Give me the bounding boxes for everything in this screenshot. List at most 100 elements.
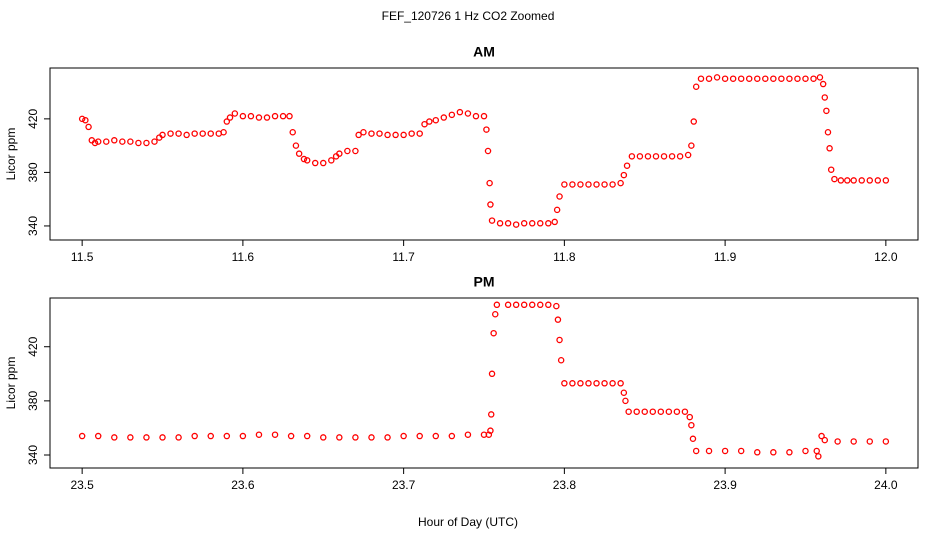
y-tick-label: 420	[26, 109, 40, 129]
data-point	[94, 432, 102, 440]
data-point	[368, 130, 375, 137]
data-point	[633, 408, 640, 415]
data-point	[569, 181, 576, 188]
data-point	[303, 432, 311, 440]
data-point	[311, 159, 319, 167]
data-point	[231, 110, 239, 117]
data-point	[688, 142, 695, 149]
data-point	[816, 74, 824, 81]
data-point	[135, 139, 142, 147]
data-point	[384, 131, 391, 139]
data-point	[818, 432, 825, 440]
data-point	[464, 110, 472, 117]
data-point	[561, 380, 568, 387]
data-point	[802, 447, 809, 455]
data-point	[279, 112, 287, 120]
data-point	[300, 155, 308, 163]
y-tick-label: 420	[26, 336, 40, 356]
data-point	[609, 380, 616, 387]
data-point	[628, 153, 636, 160]
x-tick-label: 11.8	[553, 250, 576, 264]
data-point	[729, 75, 737, 82]
data-point	[551, 218, 558, 226]
data-point	[528, 220, 536, 227]
data-point	[183, 131, 190, 139]
data-point	[143, 434, 150, 441]
data-point	[328, 157, 335, 164]
data-point	[686, 413, 693, 421]
data-point	[392, 131, 399, 139]
data-point	[668, 153, 676, 160]
data-point	[487, 411, 495, 418]
data-point	[601, 181, 608, 188]
data-point	[649, 408, 657, 415]
data-point	[844, 177, 851, 184]
data-point	[831, 175, 838, 183]
data-point	[480, 112, 488, 120]
data-point	[191, 130, 198, 137]
data-point	[286, 112, 293, 120]
data-point	[554, 316, 562, 323]
data-point	[636, 153, 644, 160]
x-tick-label: 11.5	[71, 250, 94, 264]
data-point	[660, 153, 668, 160]
data-point	[289, 128, 296, 136]
data-point	[866, 177, 874, 184]
data-point	[652, 153, 660, 160]
data-point	[376, 130, 383, 137]
data-point	[705, 75, 713, 82]
data-point	[778, 75, 785, 82]
data-point	[303, 157, 311, 164]
data-point	[609, 181, 616, 188]
data-point	[762, 75, 769, 82]
data-point	[456, 108, 464, 116]
data-point	[440, 114, 448, 121]
data-point	[416, 432, 423, 440]
data-point	[770, 75, 777, 82]
data-point	[207, 432, 214, 440]
data-point	[585, 380, 592, 387]
data-point	[577, 181, 584, 188]
data-point	[263, 114, 271, 121]
data-point	[271, 431, 279, 438]
data-point	[94, 138, 102, 145]
data-point	[488, 217, 496, 224]
data-point	[697, 75, 705, 82]
data-point	[384, 434, 391, 441]
data-point	[737, 75, 745, 82]
data-point	[810, 75, 817, 82]
data-point	[448, 432, 456, 440]
data-point	[426, 118, 433, 125]
data-point	[623, 162, 631, 169]
data-point	[175, 130, 182, 137]
data-point	[593, 380, 600, 387]
data-point	[320, 159, 327, 167]
data-point	[352, 434, 359, 441]
data-point	[665, 408, 673, 415]
data-point	[368, 434, 375, 441]
data-point	[819, 80, 827, 88]
data-point	[496, 220, 504, 227]
y-axis-label: Licor ppm	[4, 357, 18, 410]
data-point	[127, 138, 134, 145]
data-point	[684, 151, 692, 159]
data-point	[786, 75, 793, 82]
data-point	[520, 301, 528, 309]
y-tick-label: 380	[26, 162, 40, 182]
data-point	[770, 449, 777, 456]
data-point	[85, 123, 92, 131]
data-point	[493, 301, 501, 309]
data-point	[400, 131, 407, 139]
y-tick-label: 340	[26, 216, 40, 236]
data-point	[408, 130, 415, 137]
data-point	[545, 301, 552, 309]
data-point	[692, 83, 700, 90]
data-point	[882, 438, 890, 445]
data-point	[487, 201, 494, 208]
data-point	[692, 447, 700, 455]
data-point	[617, 179, 624, 187]
data-point	[561, 181, 568, 188]
data-point	[577, 380, 584, 387]
data-point	[641, 408, 648, 415]
